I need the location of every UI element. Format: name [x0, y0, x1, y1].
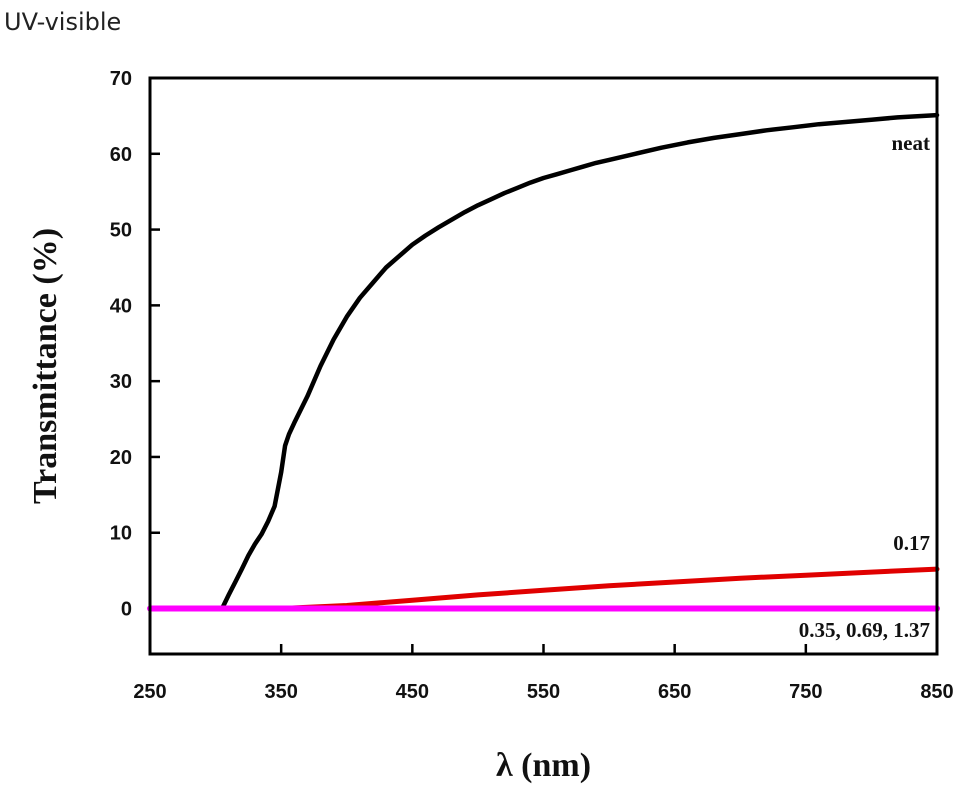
series-layer: [147, 112, 940, 612]
series-label-2: 0.17: [893, 531, 930, 555]
x-tick-label: 550: [527, 681, 560, 703]
series-label-1: neat: [892, 131, 931, 155]
x-axis-ticks: 250 350 450 550 650 750 850: [133, 644, 954, 703]
corner-title: UV-visible: [4, 8, 121, 36]
x-tick-label: 250: [133, 681, 166, 703]
y-axis-ticks: 0 10 20 30 40 50 60 70: [110, 68, 160, 621]
x-axis-title: λ (nm): [496, 747, 591, 784]
x-tick-label: 450: [396, 681, 429, 703]
y-tick-label: 20: [110, 447, 132, 469]
y-tick-label: 10: [110, 523, 132, 545]
series-line-2: [147, 566, 940, 611]
x-tick-label: 350: [264, 681, 297, 703]
series-label-3: 0.35, 0.69, 1.37: [799, 618, 930, 642]
y-axis-title: Transmittance (%): [27, 228, 64, 504]
y-tick-label: 60: [110, 144, 132, 166]
plot-frame: [148, 76, 939, 656]
x-tick-label: 750: [789, 681, 822, 703]
x-tick-label: 650: [658, 681, 691, 703]
y-tick-label: 40: [110, 295, 132, 317]
y-tick-label: 50: [110, 220, 132, 242]
series-line-1: [219, 112, 940, 611]
y-tick-label: 0: [121, 599, 132, 621]
x-tick-label: 850: [920, 681, 953, 703]
y-tick-label: 30: [110, 371, 132, 393]
series-labels: neat 0.17 0.35, 0.69, 1.37: [799, 131, 930, 642]
y-tick-label: 70: [110, 68, 132, 90]
